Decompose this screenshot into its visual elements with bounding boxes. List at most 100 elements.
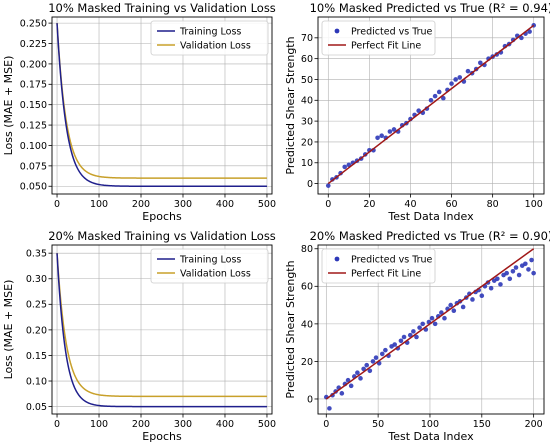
x-tick-label: 100 [90, 419, 108, 430]
y-tick-label: 0.15 [26, 351, 47, 362]
scatter-point [449, 81, 454, 86]
y-tick-label: 40 [301, 319, 313, 330]
scatter-point [339, 391, 345, 396]
x-tick-label: 20 [363, 199, 375, 210]
x-tick-label: 100 [421, 419, 439, 430]
scatter-point [516, 272, 522, 278]
y-tick-label: 10 [301, 158, 313, 169]
scatter-point [526, 267, 531, 272]
legend: Predicted vs True Perfect Fit Line [321, 248, 436, 284]
legend-box [321, 20, 436, 56]
legend-label: Predicted vs True [351, 254, 433, 265]
scatter-point [416, 108, 421, 114]
scatter-point [441, 95, 446, 101]
y-tick-label: 0.30 [26, 274, 47, 285]
plot-area [56, 23, 267, 187]
x-tick-label: 40 [404, 199, 416, 210]
validation-loss-line [56, 253, 267, 398]
y-tick-label: 40 [301, 96, 313, 107]
y-tick-label: 0.125 [20, 120, 47, 131]
plot-area [323, 248, 536, 411]
scatter-point [417, 325, 422, 330]
x-tick-label: 60 [445, 199, 457, 210]
y-tick-label: 50 [301, 75, 313, 86]
scatter-point [460, 304, 466, 310]
scatter-point [375, 135, 380, 141]
scatter-point [513, 265, 519, 270]
x-tick-label: 100 [90, 199, 108, 210]
y-tick-label: 0.25 [26, 300, 47, 311]
y-axis-label: Predicted Shear Strength [284, 260, 297, 398]
training-loss-line [56, 253, 267, 408]
scatter-point [510, 268, 516, 274]
scatter-point [479, 293, 485, 299]
scatter-point [439, 310, 444, 315]
x-tick-label: 300 [174, 199, 192, 210]
scatter-point [373, 355, 379, 360]
scatter-point [411, 329, 416, 334]
y-tick-label: 0.050 [20, 182, 47, 193]
x-axis-label: Epochs [142, 430, 182, 443]
scatter-point [432, 321, 438, 327]
scatter-point [379, 133, 384, 138]
legend-label: Predicted vs True [351, 26, 433, 37]
chart-2: 0 20 40 60 80 100 0 10 20 30 40 50 60 70 10% Masked Pr… [284, 1, 550, 223]
scatter-point [327, 406, 332, 411]
scatter-point [358, 376, 363, 381]
legend: Training Loss Validation Loss [150, 20, 269, 56]
scatter-point [429, 315, 435, 321]
legend-box [150, 20, 269, 56]
x-tick-label: 50 [372, 419, 384, 430]
scatter-point [495, 276, 500, 282]
x-tick-label: 200 [132, 419, 150, 430]
scatter-point [367, 368, 373, 374]
scatter-point [407, 332, 413, 338]
scatter-point [498, 282, 503, 287]
y-axis-label: Loss (MAE + MSE) [2, 280, 15, 380]
chart-1: 0 100 200 300 400 500 0.050 0.075 0.100 0.125 0.15… [2, 1, 276, 223]
scatter-point [442, 315, 447, 321]
y-tick-label: 0 [307, 179, 313, 190]
y-tick-label: 60 [301, 282, 313, 293]
scatter-point [325, 183, 331, 188]
legend-label: Validation Loss [180, 40, 251, 51]
y-tick-label: 0.20 [26, 325, 47, 336]
legend-scatter-swatch [334, 256, 340, 262]
y-tick-label: 0.250 [20, 19, 47, 30]
scatter-point [391, 127, 397, 132]
x-tick-label: 200 [132, 199, 150, 210]
legend-label: Training Loss [179, 254, 241, 265]
scatter-point [465, 68, 471, 74]
x-tick-label: 100 [525, 199, 543, 210]
legend: Predicted vs True Perfect Fit Line [321, 20, 436, 56]
plot-area [56, 253, 267, 408]
scatter-point [392, 342, 398, 347]
y-tick-label: 0.10 [26, 376, 47, 387]
legend-box [321, 248, 436, 284]
scatter-point [527, 29, 532, 34]
scatter-point [370, 359, 376, 364]
scatter-point [488, 285, 494, 291]
x-axis-label: Test Data Index [387, 210, 474, 223]
scatter-point [504, 270, 509, 276]
y-tick-label: 0.150 [20, 100, 47, 111]
x-tick-label: 400 [216, 419, 234, 430]
chart-title: 10% Masked Predicted vs True (R² = 0.94) [310, 1, 550, 15]
scatter-point [345, 377, 351, 383]
y-tick-label: 0.175 [20, 80, 47, 91]
scatter-point [398, 338, 404, 344]
scatter-point [348, 383, 354, 389]
scatter-point [361, 366, 366, 372]
scatter-point [401, 334, 407, 340]
scatter-point [531, 270, 536, 276]
y-tick-label: 0 [307, 394, 313, 405]
chart-title: 10% Masked Training vs Validation Loss [48, 1, 276, 15]
legend-label: Training Loss [179, 26, 241, 37]
x-tick-label: 0 [54, 419, 60, 430]
x-tick-label: 500 [258, 199, 276, 210]
x-tick-label: 500 [258, 419, 276, 430]
scatter-point [436, 89, 442, 95]
validation-loss-line [56, 23, 267, 179]
